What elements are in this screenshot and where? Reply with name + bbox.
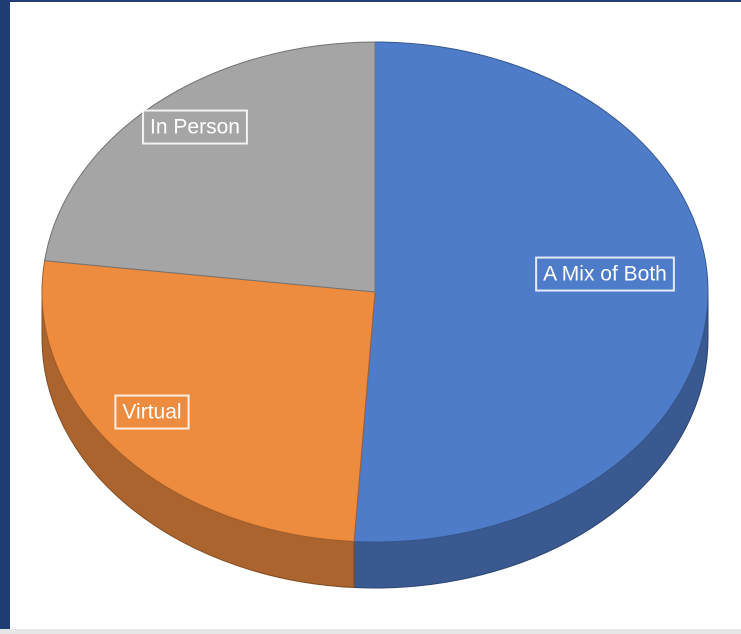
slice (353, 41, 709, 543)
label-box (535, 256, 675, 292)
slice (41, 260, 376, 543)
label-box (114, 394, 190, 430)
left-border (0, 0, 10, 634)
data-label: A Mix of Both (543, 263, 667, 286)
top-border (0, 0, 741, 2)
slice (44, 41, 376, 293)
data-label: Virtual (122, 401, 181, 424)
label-box (142, 109, 248, 145)
data-label: In Person (150, 116, 240, 139)
bottom-border (0, 629, 741, 634)
